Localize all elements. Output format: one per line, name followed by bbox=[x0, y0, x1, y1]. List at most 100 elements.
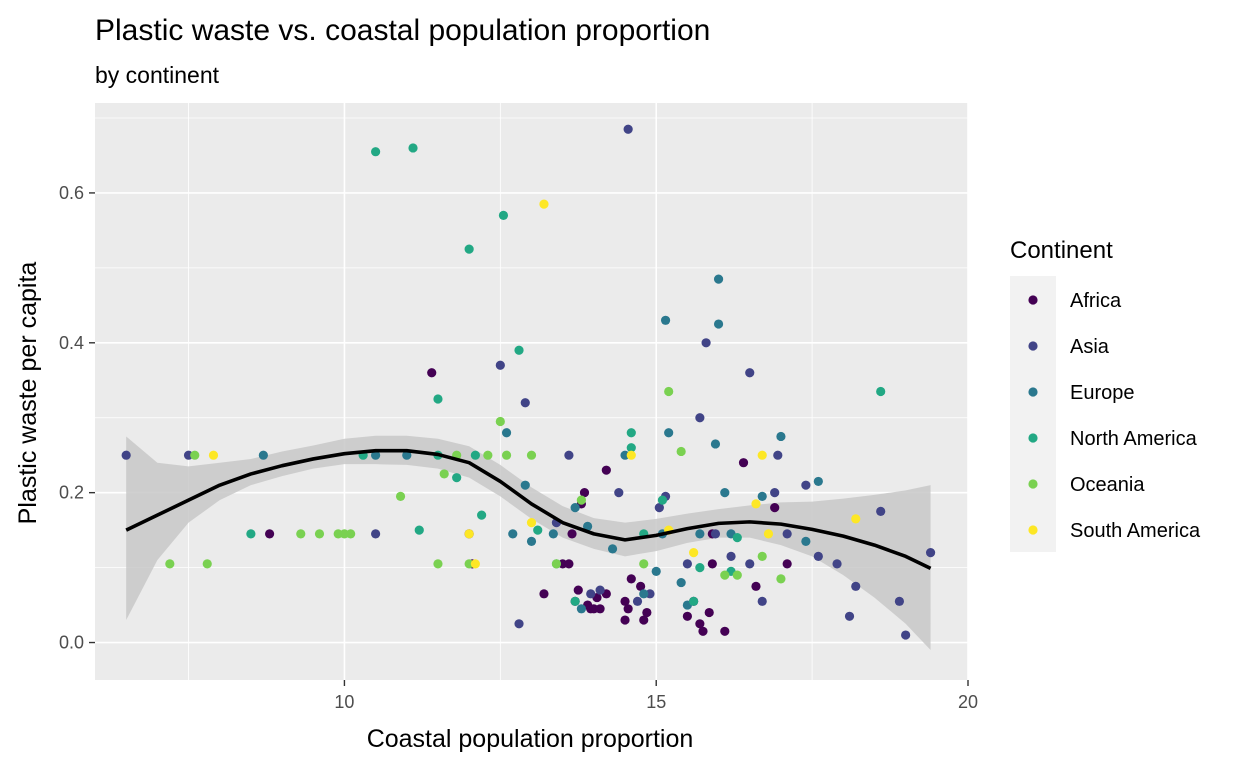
data-point bbox=[720, 626, 730, 636]
data-point bbox=[607, 544, 618, 554]
legend-key bbox=[1028, 295, 1038, 305]
data-point bbox=[626, 450, 636, 460]
data-point bbox=[371, 147, 381, 157]
data-point bbox=[720, 488, 730, 498]
data-point bbox=[660, 315, 671, 325]
data-point bbox=[657, 495, 668, 505]
legend-label: South America bbox=[1070, 520, 1201, 542]
data-point bbox=[782, 559, 792, 569]
data-point bbox=[676, 446, 686, 457]
data-point bbox=[710, 439, 721, 449]
legend-label: Africa bbox=[1070, 290, 1122, 312]
data-point bbox=[639, 615, 649, 625]
data-point bbox=[925, 548, 936, 558]
x-tick-label: 20 bbox=[958, 692, 978, 712]
data-point bbox=[757, 596, 767, 606]
data-point bbox=[296, 529, 306, 539]
grid-major bbox=[95, 103, 969, 680]
y-axis: 0.0 0.2 0.4 0.6 bbox=[59, 183, 95, 653]
data-point bbox=[726, 551, 736, 561]
data-point bbox=[371, 529, 381, 539]
data-point bbox=[707, 559, 717, 569]
data-point bbox=[757, 450, 767, 460]
data-point bbox=[745, 559, 755, 569]
data-point bbox=[654, 503, 664, 513]
data-point bbox=[626, 574, 636, 584]
data-point bbox=[583, 521, 593, 531]
data-point bbox=[564, 559, 574, 569]
legend-key bbox=[1028, 433, 1038, 443]
data-point bbox=[851, 514, 861, 524]
data-point bbox=[704, 607, 714, 618]
data-point bbox=[495, 360, 505, 370]
data-point bbox=[773, 450, 783, 460]
data-point bbox=[732, 570, 742, 580]
data-point bbox=[477, 510, 487, 520]
data-point bbox=[623, 124, 633, 134]
legend-items: Africa Asia Europe North America Oceania Sout… bbox=[1028, 290, 1201, 542]
data-point bbox=[894, 596, 905, 606]
legend-title: Continent bbox=[1010, 237, 1113, 264]
data-point bbox=[813, 551, 823, 561]
data-point bbox=[439, 469, 449, 479]
data-point bbox=[801, 536, 811, 546]
data-point bbox=[508, 529, 518, 539]
data-point bbox=[573, 585, 583, 595]
data-point bbox=[710, 529, 721, 539]
data-point bbox=[433, 394, 443, 404]
data-point bbox=[620, 596, 630, 606]
smooth-line bbox=[125, 448, 932, 570]
data-point bbox=[190, 450, 200, 460]
data-point bbox=[526, 518, 537, 528]
legend-key bbox=[1028, 525, 1038, 535]
data-point bbox=[526, 450, 537, 460]
data-point bbox=[713, 274, 724, 284]
data-point bbox=[470, 559, 480, 569]
data-point bbox=[539, 199, 549, 209]
data-point bbox=[579, 488, 590, 498]
data-point bbox=[121, 450, 131, 460]
legend-label: North America bbox=[1070, 428, 1198, 450]
data-point bbox=[695, 529, 705, 539]
data-point bbox=[701, 338, 711, 348]
data-point bbox=[564, 450, 574, 460]
data-point bbox=[639, 589, 649, 599]
data-point bbox=[626, 428, 636, 438]
data-point bbox=[876, 506, 886, 516]
data-point bbox=[533, 525, 543, 535]
data-point bbox=[770, 488, 780, 498]
data-point bbox=[586, 589, 596, 599]
data-point bbox=[483, 450, 493, 460]
data-point bbox=[720, 570, 730, 580]
data-point bbox=[202, 559, 212, 569]
data-point bbox=[626, 443, 636, 453]
legend-label: Asia bbox=[1070, 336, 1110, 358]
points-layer bbox=[121, 124, 936, 640]
data-point bbox=[595, 585, 605, 595]
data-point bbox=[514, 619, 524, 629]
y-tick-label: 0.2 bbox=[59, 483, 84, 503]
data-point bbox=[698, 626, 708, 636]
legend-label: Europe bbox=[1070, 382, 1135, 404]
series-south-america bbox=[208, 199, 861, 569]
data-point bbox=[402, 450, 412, 460]
data-point bbox=[832, 559, 842, 569]
data-point bbox=[676, 577, 686, 588]
legend-key bbox=[1028, 479, 1038, 489]
data-point bbox=[664, 428, 674, 438]
y-axis-title: Plastic waste per capita bbox=[14, 262, 42, 525]
data-point bbox=[757, 491, 767, 502]
data-point bbox=[567, 529, 577, 539]
grid-minor bbox=[95, 103, 968, 680]
data-point bbox=[498, 210, 509, 221]
data-point bbox=[258, 450, 268, 460]
data-point bbox=[757, 551, 767, 561]
data-point bbox=[576, 495, 586, 505]
data-point bbox=[770, 503, 780, 513]
legend-label: Oceania bbox=[1070, 474, 1145, 496]
y-tick-label: 0.6 bbox=[59, 183, 84, 203]
data-point bbox=[776, 574, 786, 584]
data-point bbox=[339, 529, 350, 539]
data-point bbox=[713, 319, 724, 329]
